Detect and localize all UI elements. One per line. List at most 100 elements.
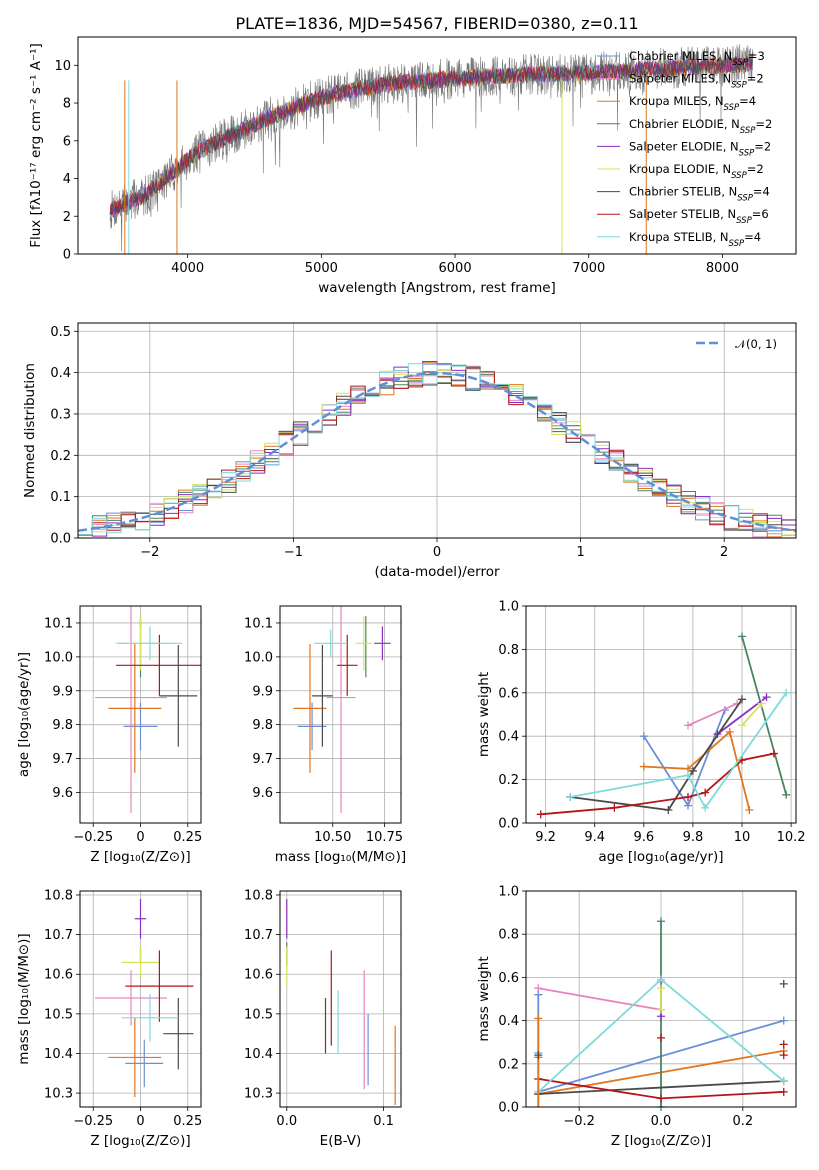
y-tick-label: 1.0 <box>498 600 519 615</box>
mass-weight-marker <box>684 801 692 810</box>
weight-vs-age-y-axis-label: mass weight <box>476 672 492 757</box>
x-tick-label: 2 <box>720 545 728 560</box>
y-tick-label: 10.5 <box>244 1007 273 1022</box>
mass-weight-line <box>643 730 751 811</box>
y-tick-label: 0.5 <box>50 325 71 340</box>
weight-vs-Z-y-axis-label: mass weight <box>476 956 492 1041</box>
errorbar-point <box>355 616 373 671</box>
y-tick-label: 1.0 <box>498 885 519 900</box>
y-tick-label: 10.0 <box>44 650 73 665</box>
mass-weight-marker <box>684 721 692 730</box>
y-tick-label: 0.0 <box>498 1101 519 1116</box>
errorbar-point <box>134 898 147 939</box>
x-tick-label: 8000 <box>706 261 739 276</box>
y-tick-label: 10.8 <box>244 888 273 903</box>
errorbar-point <box>108 643 162 773</box>
mass-weight-line <box>570 698 743 811</box>
age-vs-Z-y-axis-label: age [log₁₀(age/yr)] <box>16 652 32 777</box>
spectrum-legend: Chabrier MILES, NSSP=3 Salpeter MILES, NS… <box>597 49 772 249</box>
y-tick-label: 0.4 <box>498 730 519 745</box>
y-tick-label: 10.7 <box>44 928 73 943</box>
y-tick-label: 9.9 <box>252 684 273 699</box>
spectrum-title: PLATE=1836, MJD=54567, FIBERID=0380, z=0… <box>235 14 638 33</box>
mass-weight-marker <box>657 1094 665 1103</box>
mass-weight-marker <box>738 632 746 641</box>
mass-weight-marker <box>536 810 545 819</box>
errorbar-point <box>121 994 179 1042</box>
y-tick-label: 0.4 <box>498 1014 519 1029</box>
model-spectrum-line <box>109 56 754 216</box>
errorbar-point <box>108 1017 162 1098</box>
weight-vs-Z-axes-frame <box>525 890 797 1108</box>
legend-entry: Kroupa STELIB, NSSP=4 <box>629 230 761 249</box>
mass-weight-marker <box>779 1087 788 1096</box>
errorbar-point <box>312 644 333 747</box>
x-tick-label: 0.0 <box>651 1114 672 1129</box>
mass-weight-marker <box>688 766 697 775</box>
errorbar-point <box>374 626 391 661</box>
x-tick-label: −2 <box>140 545 159 560</box>
age-vs-Z-tick-labels: −0.25 0 0.25 9.6 9.7 9.8 9.9 10.0 10.1 <box>44 616 202 845</box>
y-tick-label: 10.8 <box>44 888 73 903</box>
weight-vs-metallicity-panel: −0.2 0.0 0.2 0.0 0.2 0.4 0.6 0.8 1.0 Z [log₁₀(Z/Z… <box>476 885 797 1149</box>
mass-vs-Z-axes-frame <box>79 890 202 1108</box>
residuals-tick-labels: −2 −1 0 1 2 0.0 0.1 0.2 0.3 0.4 0.5 <box>50 325 728 560</box>
residuals-x-axis-label: (data-model)/error <box>374 564 500 580</box>
errorbar-point <box>125 1039 164 1088</box>
weight-vs-age-x-axis-label: age [log₁₀(age/yr)] <box>598 849 723 865</box>
mass-weight-marker <box>639 732 648 741</box>
mass-vs-EBV-axes-frame <box>279 890 402 1108</box>
y-tick-label: 0.8 <box>498 928 519 943</box>
y-tick-label: 10.1 <box>44 616 73 631</box>
mass-weight-marker <box>610 803 619 812</box>
mass-weight-marker <box>779 1040 788 1049</box>
mass-vs-ebv-panel: 0.0 0.1 10.3 10.4 10.5 10.6 10.7 10.8 E(B-V) <box>244 888 402 1149</box>
mass-vs-metallicity-panel: −0.25 0 0.25 10.3 10.4 10.5 10.6 10.7 10.8 Z [log… <box>16 888 202 1149</box>
mass-weight-marker <box>534 1051 543 1060</box>
y-tick-label: 0 <box>63 248 71 263</box>
y-tick-label: 8 <box>63 97 71 112</box>
age-vs-Z-axes-frame <box>79 605 202 824</box>
x-tick-label: 0.25 <box>173 1114 202 1129</box>
y-tick-label: 6 <box>63 134 71 149</box>
spectrum-x-axis-label: wavelength [Angstrom, rest frame] <box>318 280 556 296</box>
mass-weight-marker <box>664 805 673 814</box>
x-tick-label: 0.0 <box>276 1114 297 1129</box>
legend-entry: Kroupa ELODIE, NSSP=2 <box>629 162 764 181</box>
y-tick-label: 9.7 <box>252 752 273 767</box>
mass-weight-line <box>687 702 738 727</box>
x-tick-label: 5000 <box>305 261 338 276</box>
x-tick-label: 0 <box>433 545 441 560</box>
y-tick-label: 10 <box>54 59 71 74</box>
y-tick-label: 10.7 <box>244 928 273 943</box>
errorbar-point <box>314 629 348 657</box>
legend-entry: Salpeter ELODIE, NSSP=2 <box>629 139 771 158</box>
x-tick-label: 7000 <box>572 261 605 276</box>
y-tick-label: 10.6 <box>244 968 273 983</box>
residuals-y-axis-label: Normed distribution <box>22 363 38 498</box>
age-vs-Z-x-axis-label: Z [log₁₀(Z/Z⊙)] <box>90 849 190 865</box>
y-tick-label: 0.0 <box>50 532 71 547</box>
mass-vs-EBV-tick-labels: 0.0 0.1 10.3 10.4 10.5 10.6 10.7 10.8 <box>244 888 394 1129</box>
errorbar-point <box>121 946 160 979</box>
errorbar-point <box>336 634 358 696</box>
mass-weight-marker <box>762 693 771 702</box>
age-vs-mass-axes-frame <box>279 605 402 824</box>
mass-weight-marker <box>738 721 746 730</box>
residual-histogram-step <box>78 361 796 537</box>
y-tick-label: 10.5 <box>44 1007 73 1022</box>
y-tick-label: 9.7 <box>52 752 73 767</box>
errorbar-point <box>95 970 167 1026</box>
y-tick-label: 10.1 <box>244 616 273 631</box>
x-tick-label: 0.25 <box>173 830 202 845</box>
errorbar-point <box>293 643 327 773</box>
x-tick-label: 9.8 <box>683 830 704 845</box>
residuals-legend: 𝒩(0, 1) <box>696 337 777 351</box>
errorbar-point <box>95 606 167 813</box>
x-tick-label: 10 <box>734 830 751 845</box>
y-tick-label: 9.8 <box>252 718 273 733</box>
y-tick-label: 9.8 <box>52 718 73 733</box>
y-tick-label: 10.4 <box>44 1047 73 1062</box>
y-tick-label: 9.6 <box>52 786 73 801</box>
